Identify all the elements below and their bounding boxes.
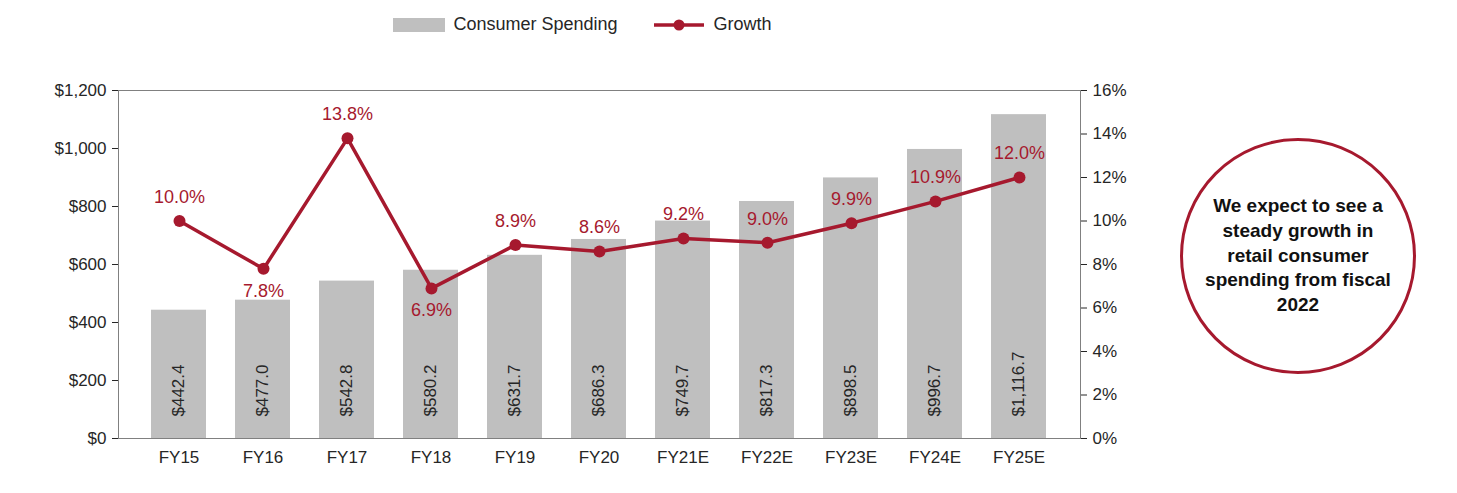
html-text:We expect to see a steady grow: We expect to see a steady growth in reta…	[1205, 195, 1391, 315]
svg-text:9.2%: 9.2%	[663, 204, 704, 224]
svg-text:$600: $600	[69, 255, 107, 274]
svg-text:FY17: FY17	[327, 448, 368, 467]
svg-text:$1,000: $1,000	[55, 139, 107, 158]
svg-text:6.9%: 6.9%	[411, 300, 452, 320]
svg-text:FY25E: FY25E	[993, 448, 1045, 467]
svg-text:0%: 0%	[1093, 429, 1118, 448]
svg-text:9.0%: 9.0%	[747, 209, 788, 229]
svg-text:$0: $0	[88, 429, 107, 448]
svg-text:$817.3: $817.3	[757, 365, 776, 417]
svg-text:4%: 4%	[1093, 342, 1118, 361]
svg-text:FY22E: FY22E	[741, 448, 793, 467]
svg-text:10.9%: 10.9%	[910, 167, 961, 187]
svg-text:$542.8: $542.8	[337, 365, 356, 417]
svg-text:6%: 6%	[1093, 298, 1118, 317]
svg-text:FY24E: FY24E	[909, 448, 961, 467]
svg-text:8%: 8%	[1093, 255, 1118, 274]
svg-text:7.8%: 7.8%	[243, 281, 284, 301]
svg-text:$400: $400	[69, 313, 107, 332]
svg-text:FY15: FY15	[159, 448, 200, 467]
svg-text:$442.4: $442.4	[169, 365, 188, 417]
html-text:Consumer Spending: Consumer Spending	[453, 14, 618, 34]
svg-text:2%: 2%	[1093, 385, 1118, 404]
svg-text:FY16: FY16	[243, 448, 284, 467]
svg-text:12%: 12%	[1093, 168, 1127, 187]
svg-text:10.0%: 10.0%	[154, 187, 205, 207]
svg-text:FY23E: FY23E	[825, 448, 877, 467]
svg-text:FY18: FY18	[411, 448, 452, 467]
svg-text:$477.0: $477.0	[253, 365, 272, 417]
svg-text:$996.7: $996.7	[925, 365, 944, 417]
svg-text:8.6%: 8.6%	[579, 217, 620, 237]
svg-text:$749.7: $749.7	[673, 365, 692, 417]
svg-text:FY19: FY19	[495, 448, 536, 467]
svg-text:$1,116.7: $1,116.7	[1009, 352, 1028, 417]
svg-text:$1,200: $1,200	[55, 81, 107, 100]
svg-text:13.8%: 13.8%	[322, 104, 373, 124]
html-text:Growth: Growth	[713, 14, 772, 34]
svg-text:$898.5: $898.5	[841, 365, 860, 417]
svg-text:$580.2: $580.2	[421, 365, 440, 417]
svg-text:16%: 16%	[1093, 81, 1127, 100]
svg-text:12.0%: 12.0%	[994, 143, 1045, 163]
svg-text:14%: 14%	[1093, 124, 1127, 143]
svg-text:$686.3: $686.3	[589, 365, 608, 417]
svg-text:8.9%: 8.9%	[495, 211, 536, 231]
svg-text:$200: $200	[69, 371, 107, 390]
svg-text:10%: 10%	[1093, 211, 1127, 230]
svg-text:9.9%: 9.9%	[831, 189, 872, 209]
svg-text:FY20: FY20	[579, 448, 620, 467]
svg-text:$631.7: $631.7	[505, 365, 524, 417]
svg-text:FY21E: FY21E	[657, 448, 709, 467]
svg-text:$800: $800	[69, 197, 107, 216]
